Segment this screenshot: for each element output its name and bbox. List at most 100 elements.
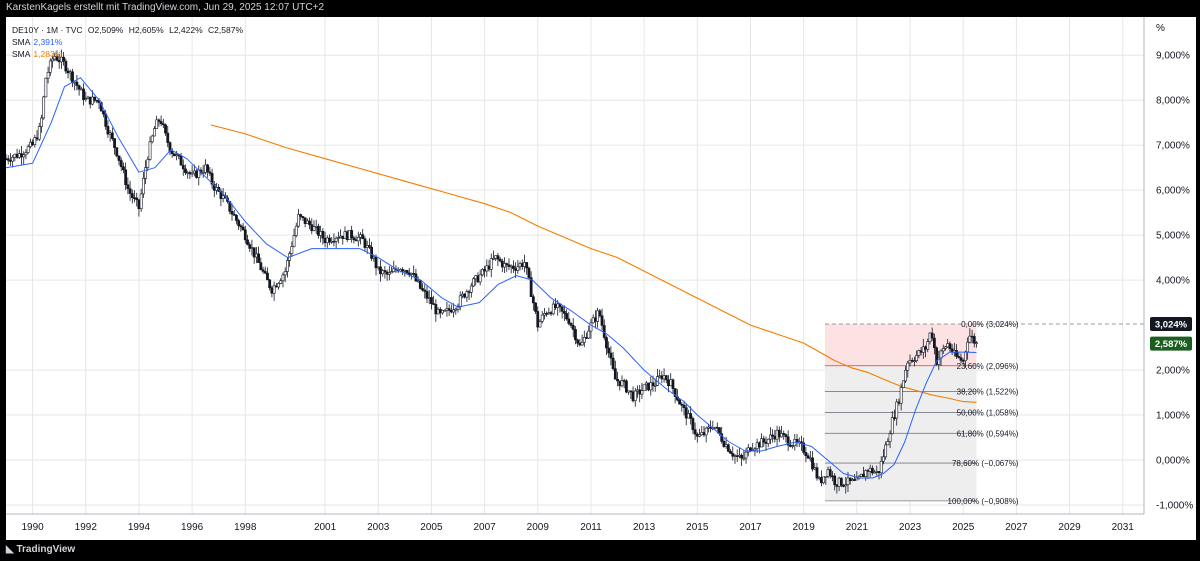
candle-body <box>924 346 927 350</box>
candle-body <box>669 379 673 386</box>
candle-body <box>294 225 298 236</box>
candle-body <box>762 438 766 443</box>
candle-body <box>359 234 362 238</box>
candle-body <box>582 337 586 343</box>
candle-body <box>549 312 553 315</box>
candle-body <box>700 432 704 436</box>
candle-body <box>126 184 130 189</box>
candle-body <box>166 132 170 143</box>
candle-body <box>698 434 701 437</box>
x-tick-label: 1990 <box>21 522 44 533</box>
candle-body <box>941 348 945 352</box>
tradingview-logo[interactable]: ◣ TradingView <box>6 544 75 555</box>
candle-body <box>146 159 150 168</box>
candle-body <box>625 380 628 393</box>
candle-body <box>766 438 770 444</box>
candle-body <box>77 85 81 90</box>
candle-body <box>430 297 433 304</box>
candle-body <box>407 272 411 275</box>
candle-body <box>813 467 817 470</box>
candle-body <box>613 368 617 380</box>
candle-body <box>695 433 699 437</box>
candle-body <box>684 407 688 419</box>
legend-sma-slow[interactable]: SMA 1,283% <box>12 48 246 60</box>
candle-body <box>290 246 294 254</box>
candle-body <box>261 269 265 272</box>
candle-body <box>474 275 478 280</box>
fib-level-label: 23,60% (2,096%) <box>957 362 1019 371</box>
candle-body <box>593 317 597 322</box>
candle-body <box>425 291 429 299</box>
candle-body <box>935 347 939 365</box>
candle-body <box>410 272 413 275</box>
candle-body <box>102 110 105 115</box>
candle-body <box>937 357 941 365</box>
y-tick-label: 7,000% <box>1156 141 1190 152</box>
candle-body <box>664 375 668 381</box>
legend-symbol[interactable]: DE10Y · 1M · TVC <box>12 25 83 35</box>
candle-body <box>833 475 837 485</box>
candle-body <box>713 426 717 429</box>
candle-body <box>480 269 484 276</box>
candle-body <box>179 155 183 166</box>
candle-body <box>374 256 378 269</box>
candle-body <box>221 195 225 199</box>
candle-body <box>456 305 460 310</box>
candle-body <box>788 444 792 447</box>
y-tick-label: 4,000% <box>1156 276 1190 287</box>
candle-body <box>281 274 285 282</box>
candle-body <box>853 479 857 481</box>
candle-body <box>184 168 187 173</box>
candle-body <box>57 60 61 63</box>
candle-body <box>277 283 280 288</box>
candle-body <box>150 135 154 143</box>
candle-body <box>578 342 582 346</box>
candle-body <box>387 272 391 275</box>
candle-body <box>616 378 619 382</box>
candle-body <box>538 321 542 328</box>
candle-body <box>210 173 214 185</box>
candle-body <box>489 258 493 270</box>
candle-body <box>33 137 37 146</box>
candle-body <box>319 231 323 236</box>
chart-panel[interactable]: 0,00% (3,024%) 23,60% (2,096%) 38,20% (1,5… <box>6 17 1196 540</box>
candle-body <box>22 154 26 158</box>
candle-body <box>565 313 568 320</box>
candle-body <box>520 263 524 267</box>
candle-body <box>908 360 912 364</box>
candle-body <box>467 291 471 293</box>
candle-body <box>585 337 588 339</box>
candle-body <box>596 310 600 322</box>
candle-body <box>73 81 77 84</box>
x-tick-label: 1994 <box>128 522 151 533</box>
header-caption: KarstenKagels erstellt mit TradingView.c… <box>6 2 325 13</box>
x-axis[interactable]: 1990 1992 1994 1996 1998 2001 2003 2005 2007 2009… <box>6 513 1144 533</box>
candle-body <box>418 280 422 289</box>
candle-body <box>866 470 870 472</box>
candle-body <box>722 441 726 447</box>
candle-body <box>381 270 385 275</box>
candle-body <box>336 237 340 239</box>
candle-body <box>186 172 190 174</box>
candle-body <box>851 479 854 481</box>
candle-body <box>86 96 90 99</box>
legend-sma-fast[interactable]: SMA 2,391% <box>12 36 246 48</box>
candle-body <box>835 484 839 487</box>
candle-body <box>525 262 529 269</box>
fib-level-labels: 0,00% (3,024%) 23,60% (2,096%) 38,20% (1,5… <box>948 320 1019 506</box>
candle-body <box>731 453 735 457</box>
candle-body <box>230 211 234 215</box>
candle-body <box>483 269 486 272</box>
candle-body <box>948 343 952 350</box>
price-chart[interactable]: 0,00% (3,024%) 23,60% (2,096%) 38,20% (1,5… <box>6 17 1196 540</box>
candle-body <box>297 214 300 227</box>
sma-fast-line <box>6 77 977 479</box>
candle-body <box>873 471 876 474</box>
y-axis[interactable]: 9,000% 8,000% 7,000% 6,000% 5,000% 4,000% 2,00… <box>1143 17 1193 514</box>
candle-body <box>547 312 551 315</box>
candle-body <box>775 429 779 440</box>
fib-level-label: 100,00% (−0,908%) <box>948 497 1019 506</box>
candle-body <box>831 475 834 478</box>
candle-body <box>35 137 39 140</box>
candle-body <box>458 295 462 307</box>
